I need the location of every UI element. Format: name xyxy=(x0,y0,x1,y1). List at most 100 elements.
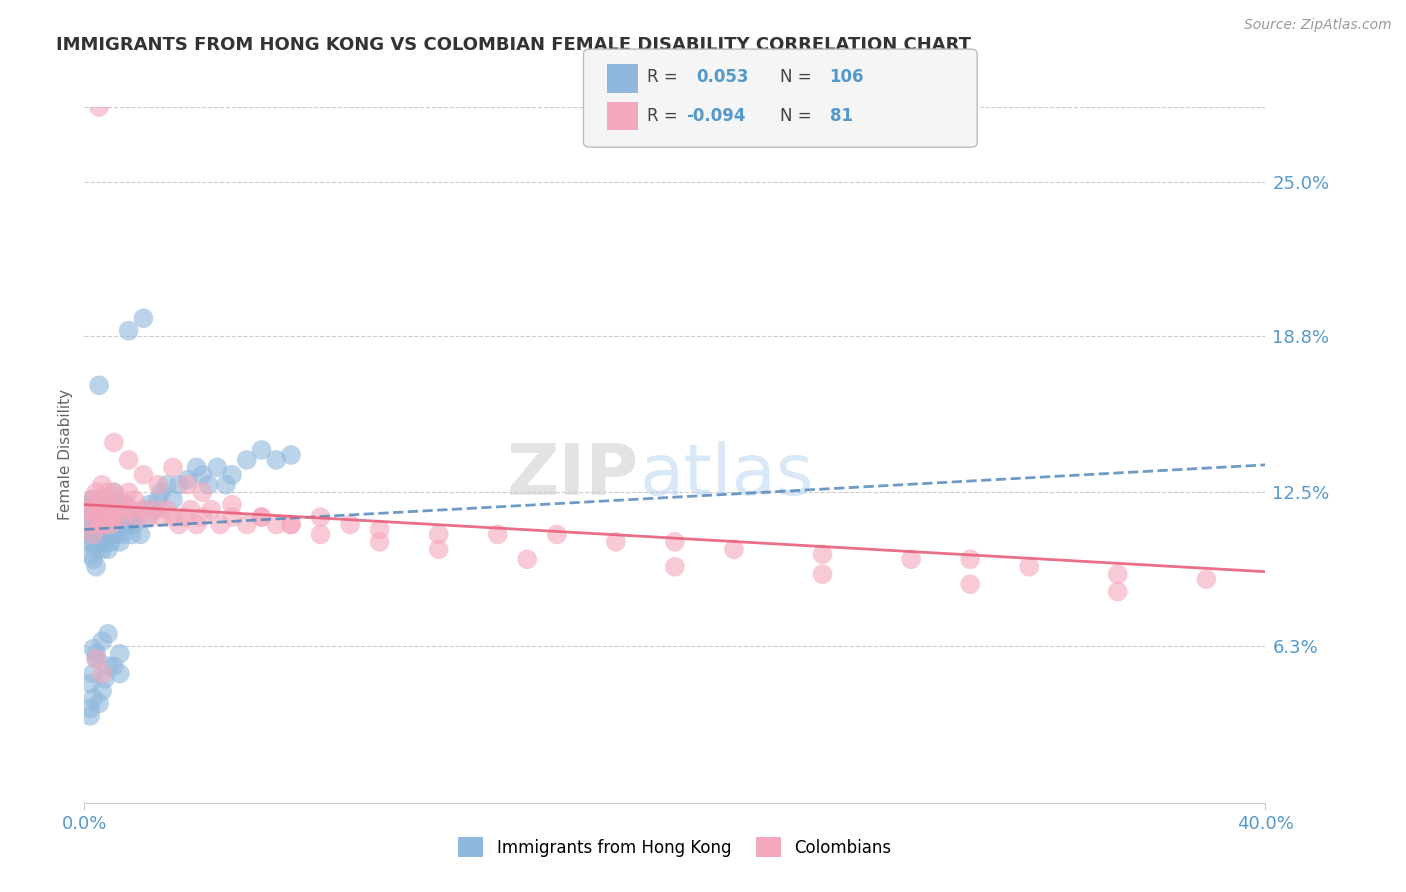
Point xyxy=(87,492,111,507)
Point xyxy=(97,659,120,673)
Point xyxy=(186,460,208,475)
Point xyxy=(148,477,170,491)
Point xyxy=(103,485,125,500)
Point xyxy=(100,502,122,516)
Point xyxy=(84,651,107,665)
Point xyxy=(215,477,238,491)
Point xyxy=(87,502,111,516)
Point xyxy=(82,502,104,516)
Point xyxy=(87,517,111,532)
Point xyxy=(97,542,120,557)
Point xyxy=(108,534,131,549)
Point xyxy=(811,547,834,561)
Point xyxy=(97,485,120,500)
Point xyxy=(121,502,143,516)
Legend: Immigrants from Hong Kong, Colombians: Immigrants from Hong Kong, Colombians xyxy=(451,830,898,864)
Point xyxy=(97,510,120,524)
Point xyxy=(143,502,166,516)
Point xyxy=(339,517,361,532)
Point xyxy=(91,517,114,532)
Text: N =: N = xyxy=(780,68,811,86)
Point xyxy=(200,502,222,516)
Point xyxy=(900,552,922,566)
Point xyxy=(87,100,111,114)
Point xyxy=(280,517,302,532)
Point xyxy=(250,510,273,524)
Point xyxy=(148,492,170,507)
Point xyxy=(79,510,101,524)
Point xyxy=(250,442,273,457)
Point xyxy=(605,534,627,549)
Point xyxy=(108,510,131,524)
Point xyxy=(94,510,117,524)
Point xyxy=(100,510,122,524)
Point xyxy=(84,559,107,574)
Point xyxy=(82,691,104,706)
Text: 81: 81 xyxy=(830,107,852,125)
Point xyxy=(138,498,160,512)
Point xyxy=(87,378,111,392)
Point xyxy=(207,460,229,475)
Point xyxy=(177,477,200,491)
Point xyxy=(173,510,195,524)
Point xyxy=(143,502,166,516)
Point xyxy=(103,517,125,532)
Point xyxy=(97,498,120,512)
Point xyxy=(94,517,117,532)
Point xyxy=(94,502,117,516)
Point xyxy=(486,527,509,541)
Point xyxy=(811,567,834,582)
Point xyxy=(79,547,101,561)
Point xyxy=(180,502,202,516)
Point xyxy=(1195,572,1218,586)
Point xyxy=(162,492,184,507)
Point xyxy=(94,517,117,532)
Point xyxy=(84,651,107,665)
Point xyxy=(94,527,117,541)
Point xyxy=(103,435,125,450)
Point xyxy=(427,527,450,541)
Point xyxy=(129,527,152,541)
Point xyxy=(1018,559,1040,574)
Point xyxy=(664,559,686,574)
Point xyxy=(87,492,111,507)
Point xyxy=(103,510,125,524)
Point xyxy=(76,502,98,516)
Point xyxy=(76,534,98,549)
Text: Source: ZipAtlas.com: Source: ZipAtlas.com xyxy=(1244,18,1392,32)
Point xyxy=(121,510,143,524)
Point xyxy=(82,502,104,516)
Point xyxy=(94,672,117,686)
Point xyxy=(91,510,114,524)
Point xyxy=(111,517,134,532)
Point xyxy=(76,502,98,516)
Point xyxy=(221,467,243,482)
Point xyxy=(118,502,141,516)
Point xyxy=(91,527,114,541)
Point xyxy=(280,448,302,462)
Point xyxy=(111,510,134,524)
Y-axis label: Female Disability: Female Disability xyxy=(58,389,73,521)
Point xyxy=(105,502,128,516)
Point xyxy=(118,324,141,338)
Point xyxy=(150,510,173,524)
Point xyxy=(118,517,141,532)
Point xyxy=(84,498,107,512)
Point xyxy=(76,523,98,537)
Point xyxy=(156,502,179,516)
Point xyxy=(209,517,232,532)
Point xyxy=(87,697,111,711)
Point xyxy=(82,517,104,532)
Point xyxy=(91,502,114,516)
Point xyxy=(723,542,745,557)
Point xyxy=(150,485,173,500)
Point xyxy=(97,627,120,641)
Point xyxy=(167,477,190,491)
Point xyxy=(91,634,114,648)
Point xyxy=(97,527,120,541)
Point xyxy=(79,708,101,723)
Point xyxy=(162,510,184,524)
Point xyxy=(84,527,107,541)
Point xyxy=(1107,567,1129,582)
Point xyxy=(79,701,101,715)
